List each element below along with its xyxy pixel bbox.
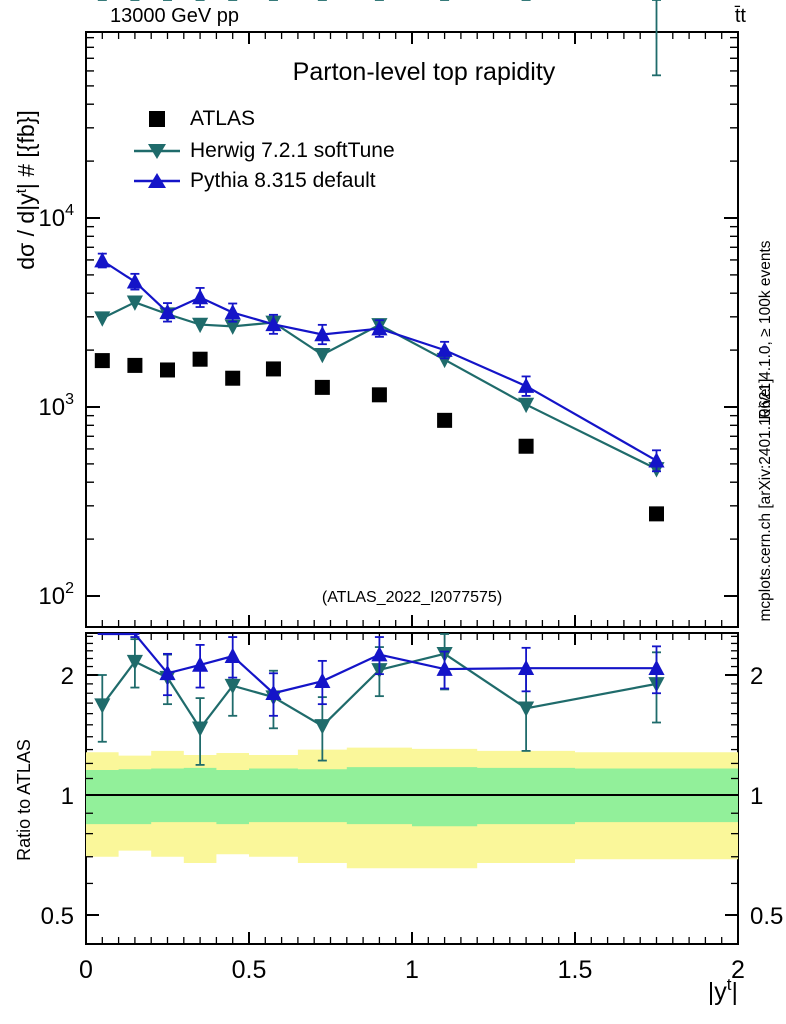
ratio-axis-title-text: Ratio to ATLAS — [14, 739, 34, 861]
marker-triangle-down — [94, 698, 111, 714]
ratio-y-tick-label-right: 1 — [750, 783, 763, 810]
x-tick-label: 1.5 — [558, 956, 593, 984]
x-tick-label: 0.5 — [232, 956, 267, 984]
legend-entry: Pythia 8.315 default — [134, 169, 376, 192]
marker-square — [371, 387, 387, 403]
marker-triangle-up — [314, 672, 331, 688]
marker-square — [649, 506, 664, 522]
series-atlas-main — [94, 351, 664, 522]
ratio-y-tick-label: 0.5 — [41, 903, 74, 930]
marker-triangle-up — [94, 252, 111, 268]
legend-label: ATLAS — [190, 107, 255, 130]
legend-marker-square — [149, 111, 165, 127]
marker-triangle-up — [436, 341, 453, 357]
marker-square — [437, 412, 453, 428]
marker-triangle-down — [192, 721, 209, 737]
legend-entry: ATLAS — [149, 107, 255, 130]
marker-triangle-up — [314, 325, 331, 342]
legend-label: Pythia 8.315 default — [190, 169, 376, 192]
ratio-y-tick-label: 2 — [61, 663, 74, 690]
legend-marker-triangle-down — [148, 144, 166, 159]
marker-triangle-down — [192, 317, 209, 334]
ratio-y-tick-label: 1 — [61, 783, 74, 810]
marker-triangle-up — [126, 273, 143, 289]
y-tick-label: 102 — [38, 580, 74, 610]
marker-square — [160, 362, 175, 378]
ratio-panel: 2 21 10.5 0.50 0.5 1 1.5 2|yt| — [41, 632, 783, 1006]
rivet-version-label: Rivet 4.1.0, ≥ 100k events — [757, 240, 774, 419]
main-plot-title: Parton-level top rapidity — [293, 58, 556, 86]
marker-triangle-down — [224, 678, 241, 695]
x-axis-title: |yt| — [708, 975, 738, 1006]
uncertainty-band-inner — [86, 767, 738, 827]
mcplots-source-text: mcplots.cern.ch [arXiv:2401.10621] — [757, 379, 774, 622]
marker-triangle-up — [436, 660, 453, 676]
series-pythia-main — [94, 252, 665, 473]
y-tick-label: 104 — [38, 202, 74, 232]
marker-triangle-up — [371, 320, 388, 336]
mcplots-source-label: mcplots.cern.ch [arXiv:2401.10621] — [757, 379, 774, 622]
marker-triangle-up — [518, 659, 535, 676]
marker-triangle-up — [648, 659, 665, 676]
marker-triangle-up — [265, 315, 282, 332]
series-pythia-ratio — [97, 632, 665, 717]
legend-marker-triangle-up — [148, 173, 166, 188]
ratio-axis-title: Ratio to ATLAS — [14, 739, 34, 861]
marker-square — [192, 351, 208, 367]
marker-triangle-up — [265, 684, 282, 701]
marker-triangle-up — [192, 288, 209, 305]
marker-triangle-up — [648, 452, 665, 468]
marker-triangle-down — [224, 319, 241, 335]
marker-triangle-up — [371, 646, 388, 662]
dataset-watermark: (ATLAS_2022_I2077575) — [322, 589, 502, 606]
x-tick-label: 1 — [405, 956, 419, 984]
marker-square — [225, 370, 241, 386]
x-tick-label: 0 — [79, 956, 93, 984]
y-axis-title: dσ / d|yt| # [{fb}] — [13, 110, 39, 269]
marker-square — [314, 379, 330, 395]
marker-triangle-up — [224, 304, 241, 320]
marker-triangle-down — [314, 347, 331, 364]
marker-triangle-down — [314, 719, 331, 735]
legend-label: Herwig 7.2.1 softTune — [190, 139, 395, 162]
header-process-label: t̄t — [734, 5, 746, 27]
marker-triangle-down — [126, 654, 143, 671]
marker-square — [127, 357, 143, 373]
header-energy-label: 13000 GeV pp — [110, 5, 239, 27]
x-tick-label: 2 — [731, 956, 745, 984]
main-panel: 104 103 102 Parton-level top rapidity (ATLAS… — [38, 0, 739, 628]
marker-triangle-down — [94, 311, 111, 327]
marker-square — [518, 438, 534, 454]
marker-triangle-up — [224, 647, 241, 663]
marker-triangle-down — [126, 295, 143, 311]
y-tick-label: 103 — [38, 391, 74, 421]
marker-square — [265, 361, 281, 377]
ratio-y-tick-label-right: 2 — [750, 663, 763, 690]
marker-triangle-up — [159, 303, 176, 320]
y-axis-title-text: dσ / d|yt| # [{fb}] — [13, 110, 39, 269]
marker-triangle-down — [518, 701, 535, 717]
legend-entry: Herwig 7.2.1 softTune — [134, 139, 395, 162]
marker-triangle-down — [518, 397, 535, 414]
rivet-version-text: Rivet 4.1.0, ≥ 100k events — [757, 240, 774, 419]
ratio-y-tick-label-right: 0.5 — [750, 903, 783, 930]
marker-square — [94, 353, 110, 369]
marker-triangle-up — [192, 656, 209, 672]
main-plot-frame — [85, 31, 739, 628]
legend: ATLAS Herwig 7.2.1 softTune Pythia 8.315 d… — [134, 107, 395, 192]
marker-triangle-up — [518, 377, 535, 393]
marker-triangle-up — [159, 664, 176, 681]
